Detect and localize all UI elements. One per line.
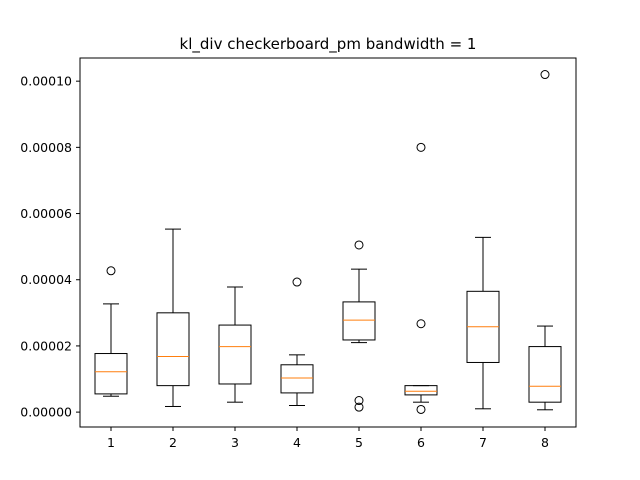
outlier-point xyxy=(416,404,426,414)
box-iqr xyxy=(404,385,438,396)
outlier-point xyxy=(540,70,550,80)
outlier-point xyxy=(354,402,364,412)
x-tick-label: 6 xyxy=(417,435,425,450)
y-tick-label: 0.00008 xyxy=(20,140,72,155)
y-tick-label: 0.00002 xyxy=(20,338,72,353)
box-iqr xyxy=(528,346,562,403)
x-tick-label: 8 xyxy=(541,435,549,450)
box-iqr xyxy=(280,364,314,394)
x-tick-label: 2 xyxy=(169,435,177,450)
box-iqr xyxy=(342,301,376,341)
outlier-point xyxy=(354,240,364,250)
outlier-point xyxy=(354,396,364,406)
axes-frame xyxy=(79,57,577,428)
box-group-4 xyxy=(280,277,314,406)
x-tick-label: 1 xyxy=(107,435,115,450)
box-iqr xyxy=(156,312,190,387)
box-group-8 xyxy=(528,70,562,411)
x-tick-label: 5 xyxy=(355,435,363,450)
box-group-5 xyxy=(342,240,376,412)
outlier-point xyxy=(292,277,302,287)
box-iqr xyxy=(218,324,252,385)
box-iqr xyxy=(94,353,128,395)
outlier-point xyxy=(416,319,426,329)
x-tick-label: 7 xyxy=(479,435,487,450)
box-group-1 xyxy=(94,266,128,397)
y-tick-label: 0.00010 xyxy=(20,74,72,89)
plot-area: 0.00000 0.00002 0.00004 0.00006 0.00008 0.000… xyxy=(20,57,577,450)
x-tick-label: 4 xyxy=(293,435,301,450)
box-group-3 xyxy=(218,286,252,403)
y-tick-label: 0.00006 xyxy=(20,206,72,221)
box-group-6 xyxy=(404,142,438,414)
box-group-7 xyxy=(466,236,500,410)
chart-title: kl_div checkerboard_pm bandwidth = 1 xyxy=(180,35,477,54)
y-tick-label: 0.00004 xyxy=(20,272,72,287)
x-tick-label: 3 xyxy=(231,435,239,450)
box-group-2 xyxy=(156,228,190,407)
outlier-point xyxy=(416,142,426,152)
outlier-point xyxy=(106,266,116,276)
y-tick-label: 0.00000 xyxy=(20,405,72,420)
